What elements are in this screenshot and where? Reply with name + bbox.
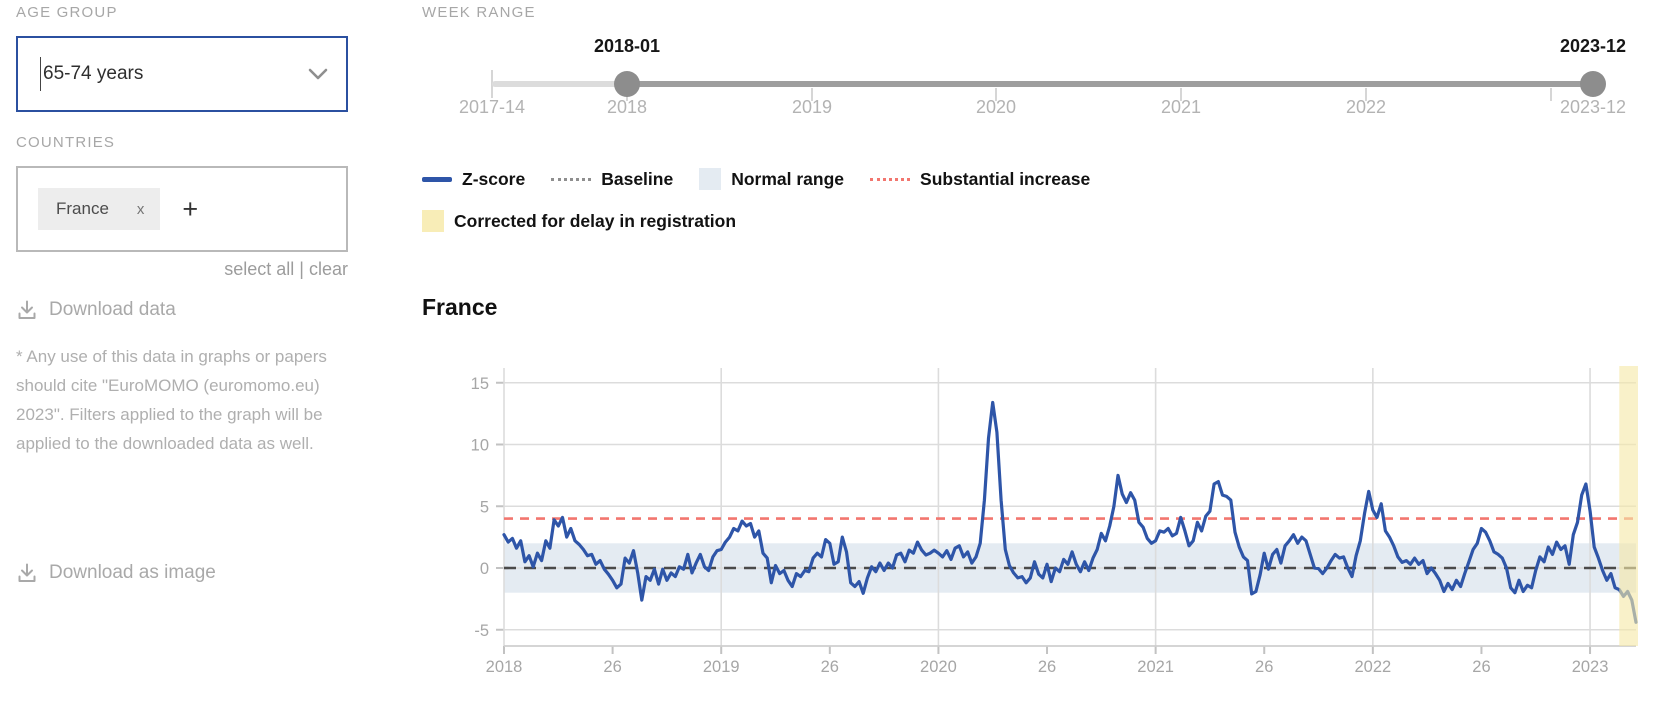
x-tick-label: 2023 [1572,658,1609,676]
slider-end-value: 2023-12 [1559,36,1627,56]
country-tag-france: France x [38,188,161,230]
legend-row: Z-score Baseline Normal range Substantial i… [422,168,1522,190]
download-icon [16,299,38,321]
age-group-value: 65-74 years [43,63,144,84]
legend-swatch-box-icon [422,210,444,232]
slider-tick-label: 2023-12 [1559,97,1627,117]
age-group-label: AGE GROUP [16,4,118,21]
legend-swatch-dotted-icon [551,177,592,181]
y-tick-label: 10 [471,437,489,455]
legend-label: Substantial increase [920,168,1091,189]
x-tick-label: 2022 [1354,658,1391,676]
x-tick-label: 2020 [920,658,957,676]
legend-item: Normal range [699,168,844,190]
slider-handle-end[interactable] [1580,71,1606,97]
slider-tick-mark [1550,88,1552,101]
zscore-chart: 15 10 5 0 -5 2018 26 2019 26 2020 26 2021 26 2022 26 20… [471,366,1638,676]
countries-multiselect[interactable]: France x + [16,166,348,252]
slider-handle-start[interactable] [614,71,640,97]
legend-item: Substantial increase [870,169,1090,190]
y-tick-label: 5 [480,498,489,516]
slider-tick-label: 2021 [1160,97,1202,117]
slider-tick-label: 2018 [606,97,648,117]
chart-country-title: France [422,294,498,320]
y-tick-label: 0 [480,560,489,578]
links-separator: | [299,259,304,279]
legend-row: Corrected for delay in registration [422,210,1522,232]
x-tick-label: 26 [1038,658,1056,676]
clear-link[interactable]: clear [308,259,348,279]
chevron-down-icon[interactable] [308,68,328,80]
y-tick-label: -5 [474,622,489,640]
remove-country-icon[interactable]: x [136,200,145,218]
slider-start-value: 2018-01 [593,36,661,56]
age-group-select[interactable]: 65-74 years [16,36,348,112]
x-tick-label: 2019 [703,658,740,676]
legend-label: Z-score [462,168,526,189]
x-tick-label: 2021 [1137,658,1174,676]
legend-item: Corrected for delay in registration [422,210,736,232]
week-range-label: WEEK RANGE [422,4,536,21]
slider-tick-mark [1365,88,1367,101]
countries-label: COUNTRIES [16,134,116,151]
legend-swatch-line-icon [422,176,452,182]
legend-swatch-dotted-icon [870,177,911,181]
x-tick-label: 26 [1472,658,1490,676]
legend-label: Corrected for delay in registration [454,210,737,231]
slider-track-selected[interactable] [627,81,1593,87]
legend-swatch-box-icon [699,168,722,190]
text-caret [40,57,41,91]
slider-tick-mark [811,88,813,101]
legend-item: Z-score [422,169,525,190]
legend-label: Normal range [731,168,845,189]
citation-note: * Any use of this data in graphs or pape… [16,347,327,453]
slider-tick-label: 2020 [975,97,1017,117]
week-range-slider[interactable]: 2017-14 2018 2019 2020 2021 2022 2023-12 2018-0… [420,0,1661,130]
download-image-link[interactable]: Download as image [16,562,216,584]
country-quick-links: select all | clear [16,259,348,280]
x-tick-label: 26 [821,658,839,676]
select-all-link[interactable]: select all [224,259,295,279]
slider-tick-label: 2022 [1345,97,1387,117]
country-tag-label: France [56,199,109,218]
download-data-link[interactable]: Download data [16,299,176,321]
x-tick-label: 26 [1255,658,1273,676]
y-tick-label: 15 [471,375,489,393]
slider-tick-mark [995,88,997,101]
slider-tick-label: 2019 [791,97,833,117]
chart-legend: Z-score Baseline Normal range Substantial i… [422,168,1522,252]
slider-tick-mark [1180,88,1182,101]
x-tick-label: 26 [603,658,621,676]
slider-tick-label: 2017-14 [458,97,526,117]
x-tick-label: 2018 [486,658,523,676]
download-data-label: Download data [49,299,176,320]
slider-track-inactive[interactable] [492,81,627,87]
corrected-delay-band [1619,366,1638,646]
legend-label: Baseline [601,168,674,189]
zscore-line [502,400,1638,624]
download-image-label: Download as image [49,562,216,583]
download-icon [16,562,38,584]
add-country-button[interactable]: + [182,193,199,224]
legend-item: Baseline [551,169,673,190]
